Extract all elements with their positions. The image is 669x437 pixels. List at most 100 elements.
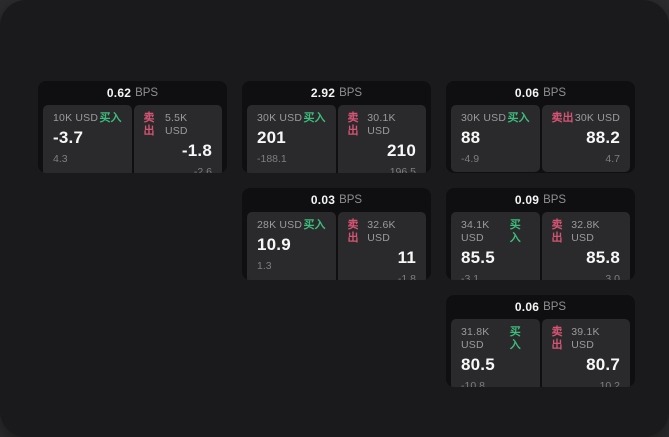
buy-change: -4.9 (461, 153, 480, 165)
sell-price: 85.8 (586, 248, 620, 267)
sell-amount: 32.6K USD (367, 219, 396, 244)
buy-side-tile[interactable]: 28K USD 买入 10.9 1.3 (247, 212, 336, 280)
buy-tile-top: 30K USD 买入 (461, 112, 530, 125)
quote-card: 0.06 BPS 30K USD 买入 88 -4.9 卖出 30K USD 8… (446, 81, 635, 173)
sell-side-tile[interactable]: 卖出 30K USD 88.2 4.7 (541, 105, 630, 172)
sell-side-tile[interactable]: 卖出 30.1K USD 210 196.5 (337, 105, 426, 173)
buy-side-tile[interactable]: 34.1K USD 买入 85.5 -3.1 (451, 212, 540, 280)
sell-change: -2.6 (193, 166, 212, 173)
sell-side-label: 卖出 (551, 112, 574, 124)
spread-value: 0.06 (514, 300, 540, 314)
quote-card-body: 31.8K USD 买入 80.5 -10.8 卖出 39.1K USD 80.… (446, 319, 635, 387)
sell-side-tile[interactable]: 卖出 5.5K USD -1.8 -2.6 (133, 105, 222, 173)
quote-card: 0.09 BPS 34.1K USD 买入 85.5 -3.1 卖出 32.8K… (446, 188, 635, 280)
buy-change: -10.8 (461, 380, 485, 387)
sell-price: 210 (387, 141, 416, 160)
spread-unit: BPS (135, 87, 159, 99)
quote-card-body: 10K USD 买入 -3.7 4.3 卖出 5.5K USD -1.8 -2.… (38, 105, 227, 173)
sell-side-tile[interactable]: 卖出 39.1K USD 80.7 10.2 (541, 319, 630, 387)
quote-card-body: 28K USD 买入 10.9 1.3 卖出 32.6K USD 11 -1.8 (242, 212, 431, 280)
buy-tile-top: 28K USD 买入 (257, 219, 326, 232)
buy-side-tile[interactable]: 30K USD 买入 201 -188.1 (247, 105, 336, 173)
buy-price: 10.9 (257, 235, 291, 254)
buy-change: -3.1 (461, 273, 480, 280)
buy-change: -188.1 (257, 153, 287, 165)
buy-side-label: 买入 (303, 219, 326, 231)
quote-card-grid: 0.62 BPS 10K USD 买入 -3.7 4.3 卖出 5.5K USD… (38, 81, 635, 387)
sell-tile-top: 卖出 39.1K USD (552, 326, 621, 352)
sell-tile-top: 卖出 32.6K USD (348, 219, 417, 245)
buy-tile-top: 10K USD 买入 (53, 112, 122, 125)
spread-value: 0.62 (106, 86, 132, 100)
quote-card: 0.03 BPS 28K USD 买入 10.9 1.3 卖出 32.6K US… (242, 188, 431, 280)
buy-amount: 30K USD (257, 112, 303, 124)
sell-side-label: 卖出 (551, 219, 563, 244)
buy-price: 88 (461, 128, 481, 147)
buy-change: 4.3 (53, 153, 68, 165)
sell-change: 4.7 (605, 153, 620, 165)
sell-side-tile[interactable]: 卖出 32.6K USD 11 -1.8 (337, 212, 426, 280)
sell-side-label: 卖出 (347, 219, 359, 244)
sell-change: 196.5 (389, 166, 416, 173)
spread-header: 0.06 BPS (446, 81, 635, 105)
buy-side-tile[interactable]: 10K USD 买入 -3.7 4.3 (43, 105, 132, 173)
sell-side-tile[interactable]: 卖出 32.8K USD 85.8 3.0 (541, 212, 630, 280)
buy-tile-top: 31.8K USD 买入 (461, 326, 530, 352)
spread-value: 0.06 (514, 86, 540, 100)
buy-amount: 31.8K USD (461, 326, 490, 351)
buy-amount: 28K USD (257, 219, 303, 231)
sell-price: 88.2 (586, 128, 620, 147)
sell-change: 3.0 (605, 273, 620, 280)
sell-side-label: 卖出 (551, 326, 563, 351)
spread-header: 0.06 BPS (446, 295, 635, 319)
sell-tile-top: 卖出 30K USD (552, 112, 621, 125)
buy-side-tile[interactable]: 31.8K USD 买入 80.5 -10.8 (451, 319, 540, 387)
quote-card-body: 34.1K USD 买入 85.5 -3.1 卖出 32.8K USD 85.8… (446, 212, 635, 280)
spread-value: 0.03 (310, 193, 336, 207)
buy-side-label: 买入 (507, 112, 530, 124)
spread-unit: BPS (543, 87, 567, 99)
buy-amount: 34.1K USD (461, 219, 490, 244)
spread-unit: BPS (543, 301, 567, 313)
sell-side-label: 卖出 (143, 112, 155, 137)
sell-tile-top: 卖出 30.1K USD (348, 112, 417, 138)
spread-unit: BPS (543, 194, 567, 206)
sell-amount: 32.8K USD (571, 219, 600, 244)
buy-side-label: 买入 (509, 326, 521, 351)
sell-amount: 30K USD (574, 112, 620, 124)
buy-price: -3.7 (53, 128, 84, 147)
buy-tile-top: 34.1K USD 买入 (461, 219, 530, 245)
quote-card: 0.06 BPS 31.8K USD 买入 80.5 -10.8 卖出 39.1… (446, 295, 635, 387)
spread-value: 2.92 (310, 86, 336, 100)
buy-price: 201 (257, 128, 286, 147)
sell-amount: 30.1K USD (367, 112, 396, 137)
spread-header: 2.92 BPS (242, 81, 431, 105)
buy-tile-top: 30K USD 买入 (257, 112, 326, 125)
spread-header: 0.03 BPS (242, 188, 431, 212)
sell-change: -1.8 (397, 273, 416, 280)
quote-card-body: 30K USD 买入 201 -188.1 卖出 30.1K USD 210 1… (242, 105, 431, 173)
sell-amount: 5.5K USD (164, 112, 188, 137)
spread-header: 0.09 BPS (446, 188, 635, 212)
buy-amount: 30K USD (461, 112, 507, 124)
sell-price: -1.8 (181, 141, 212, 160)
buy-side-label: 买入 (99, 112, 122, 124)
sell-price: 11 (397, 248, 416, 267)
spread-value: 0.09 (514, 193, 540, 207)
quote-card: 0.62 BPS 10K USD 买入 -3.7 4.3 卖出 5.5K USD… (38, 81, 227, 173)
buy-side-label: 买入 (303, 112, 326, 124)
sell-side-label: 卖出 (347, 112, 359, 137)
buy-amount: 10K USD (53, 112, 99, 124)
spread-header: 0.62 BPS (38, 81, 227, 105)
buy-price: 80.5 (461, 355, 495, 374)
quote-card-body: 30K USD 买入 88 -4.9 卖出 30K USD 88.2 4.7 (446, 105, 635, 173)
sell-tile-top: 卖出 5.5K USD (144, 112, 213, 138)
spread-unit: BPS (339, 194, 363, 206)
buy-change: 1.3 (257, 260, 272, 272)
spread-unit: BPS (339, 87, 363, 99)
buy-side-label: 买入 (509, 219, 521, 244)
buy-side-tile[interactable]: 30K USD 买入 88 -4.9 (451, 105, 540, 172)
sell-amount: 39.1K USD (571, 326, 600, 351)
sell-tile-top: 卖出 32.8K USD (552, 219, 621, 245)
